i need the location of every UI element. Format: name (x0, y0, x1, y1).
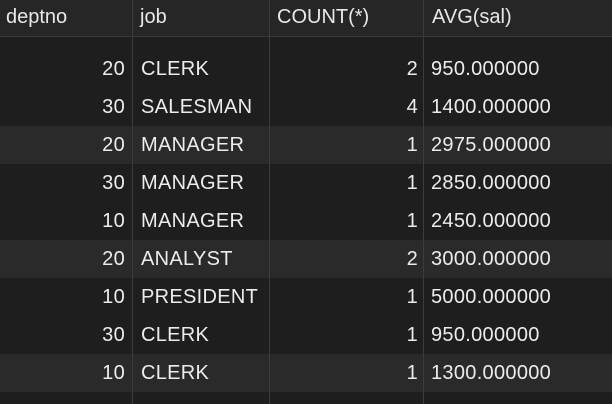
column-divider[interactable] (423, 0, 424, 404)
cell-count[interactable]: 2 (406, 58, 418, 80)
cell-count[interactable]: 1 (406, 210, 418, 232)
cell-deptno[interactable]: 10 (102, 286, 125, 308)
cell-deptno[interactable]: 10 (102, 210, 125, 232)
table-row[interactable]: 10 MANAGER 1 2450.000000 (0, 202, 612, 240)
header-spacer (0, 37, 612, 50)
cell-job[interactable]: SALESMAN (141, 96, 253, 118)
cell-deptno[interactable]: 10 (102, 362, 125, 384)
cell-deptno[interactable]: 20 (102, 248, 125, 270)
column-divider[interactable] (269, 0, 270, 404)
cell-deptno[interactable]: 20 (102, 134, 125, 156)
cell-job[interactable]: PRESIDENT (141, 286, 259, 308)
cell-count[interactable]: 1 (406, 134, 418, 156)
column-header-count[interactable]: COUNT(*) (277, 6, 370, 28)
cell-job[interactable]: CLERK (141, 324, 210, 346)
cell-count[interactable]: 1 (406, 362, 418, 384)
cell-avg-sal[interactable]: 1400.000000 (431, 96, 552, 118)
cell-deptno[interactable]: 30 (102, 324, 125, 346)
table-row[interactable]: 10 PRESIDENT 1 5000.000000 (0, 278, 612, 316)
cell-avg-sal[interactable]: 2975.000000 (431, 134, 552, 156)
cell-count[interactable]: 2 (406, 248, 418, 270)
cell-avg-sal[interactable]: 950.000000 (431, 324, 540, 346)
table-row[interactable]: 30 SALESMAN 4 1400.000000 (0, 88, 612, 126)
cell-avg-sal[interactable]: 2850.000000 (431, 172, 552, 194)
cell-avg-sal[interactable]: 950.000000 (431, 58, 540, 80)
header-row: deptno job COUNT(*) AVG(sal) (0, 0, 612, 37)
column-divider[interactable] (132, 0, 133, 404)
cell-job[interactable]: ANALYST (141, 248, 233, 270)
table-row[interactable]: 20 MANAGER 1 2975.000000 (0, 126, 612, 164)
table-row[interactable]: 20 ANALYST 2 3000.000000 (0, 240, 612, 278)
cell-deptno[interactable]: 30 (102, 172, 125, 194)
column-header-deptno[interactable]: deptno (6, 6, 68, 28)
cell-job[interactable]: CLERK (141, 362, 210, 384)
column-header-avg-sal[interactable]: AVG(sal) (432, 6, 512, 28)
cell-avg-sal[interactable]: 5000.000000 (431, 286, 552, 308)
cell-count[interactable]: 1 (406, 286, 418, 308)
cell-count[interactable]: 1 (406, 172, 418, 194)
cell-deptno[interactable]: 20 (102, 58, 125, 80)
column-header-job[interactable]: job (140, 6, 167, 28)
cell-avg-sal[interactable]: 1300.000000 (431, 362, 552, 384)
cell-job[interactable]: MANAGER (141, 210, 245, 232)
cell-deptno[interactable]: 30 (102, 96, 125, 118)
cell-job[interactable]: CLERK (141, 58, 210, 80)
table-row[interactable]: 20 CLERK 2 950.000000 (0, 50, 612, 88)
cell-job[interactable]: MANAGER (141, 134, 245, 156)
cell-avg-sal[interactable]: 3000.000000 (431, 248, 552, 270)
table-row[interactable]: 10 CLERK 1 1300.000000 (0, 354, 612, 392)
table-row[interactable]: 30 CLERK 1 950.000000 (0, 316, 612, 354)
table-body: 20 CLERK 2 950.000000 30 SALESMAN 4 1400… (0, 50, 612, 392)
table-row[interactable]: 30 MANAGER 1 2850.000000 (0, 164, 612, 202)
cell-count[interactable]: 4 (406, 96, 418, 118)
cell-avg-sal[interactable]: 2450.000000 (431, 210, 552, 232)
cell-count[interactable]: 1 (406, 324, 418, 346)
cell-job[interactable]: MANAGER (141, 172, 245, 194)
